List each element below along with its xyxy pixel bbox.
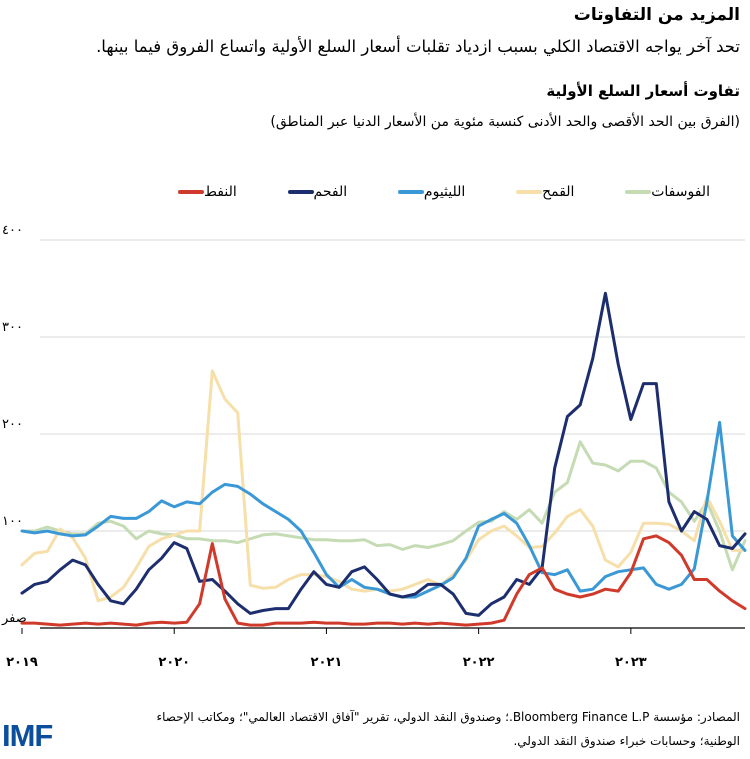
legend-label: الفحم — [313, 184, 348, 200]
imf-logo: IMF — [2, 718, 53, 753]
legend-label: الليثيوم — [423, 184, 466, 200]
legend-item: الفوسفات — [617, 184, 710, 200]
y-tick-label: ٣٠٠ — [2, 320, 23, 335]
legend-swatch — [397, 190, 424, 194]
legend-item: الفحم — [280, 184, 348, 200]
y-tick-label: ٢٠٠ — [2, 417, 23, 432]
x-tick-label: ٢٠٢٢ — [463, 655, 495, 670]
legend-swatch — [287, 190, 314, 194]
line-chart: صفر ١٠٠ ٢٠٠ ٣٠٠ ٤٠٠ ٢٠١٩ ٢٠٢٠ ٢٠٢١ ٢٠٢٢ ٢٠٢٣ — [1, 225, 747, 670]
series-line-4 — [20, 534, 747, 627]
y-axis-ticks: صفر ١٠٠ ٢٠٠ ٣٠٠ ٤٠٠ — [1, 225, 27, 626]
source-note: المصادر: مؤسسة Bloomberg Finance L.P.؛ و… — [156, 710, 740, 748]
legend-item: القمح — [508, 184, 574, 200]
legend-label: الفوسفات — [651, 184, 710, 200]
x-tick-label: ٢٠٢١ — [311, 655, 343, 670]
chart-legend: الفوسفات القمح الليثيوم الفحم النفط — [170, 180, 710, 204]
series-line-0 — [20, 440, 747, 572]
series-line-2 — [20, 420, 747, 599]
page-subtitle: تحد آخر يواجه الاقتصاد الكلي بسبب ازدياد… — [96, 37, 740, 56]
x-tick-label: ٢٠٢٠ — [158, 655, 190, 670]
x-tick-label: ٢٠١٩ — [6, 655, 38, 670]
legend-label: النفط — [204, 184, 237, 200]
y-tick-label: ١٠٠ — [2, 514, 23, 529]
chart-subtitle: (الفرق بين الحد الأقصى والحد الأدنى كنسب… — [270, 114, 740, 130]
legend-item: الليثيوم — [390, 184, 465, 200]
legend-item: النفط — [170, 184, 237, 200]
x-tick-label: ٢٠٢٣ — [615, 655, 647, 670]
legend-swatch — [178, 190, 204, 194]
y-tick-label: صفر — [1, 611, 27, 626]
series-line-3 — [20, 291, 747, 617]
y-tick-label: ٤٠٠ — [2, 225, 23, 238]
chart-title: تفاوت أسعار السلع الأولية — [546, 82, 740, 100]
legend-swatch — [625, 190, 652, 194]
legend-swatch — [516, 190, 543, 194]
series-lines — [20, 291, 747, 627]
legend-label: القمح — [542, 184, 575, 200]
grid-lines — [40, 239, 745, 629]
page-title: المزيد من التفاوتات — [573, 5, 740, 25]
x-axis-ticks: ٢٠١٩ ٢٠٢٠ ٢٠٢١ ٢٠٢٢ ٢٠٢٣ — [6, 628, 647, 670]
